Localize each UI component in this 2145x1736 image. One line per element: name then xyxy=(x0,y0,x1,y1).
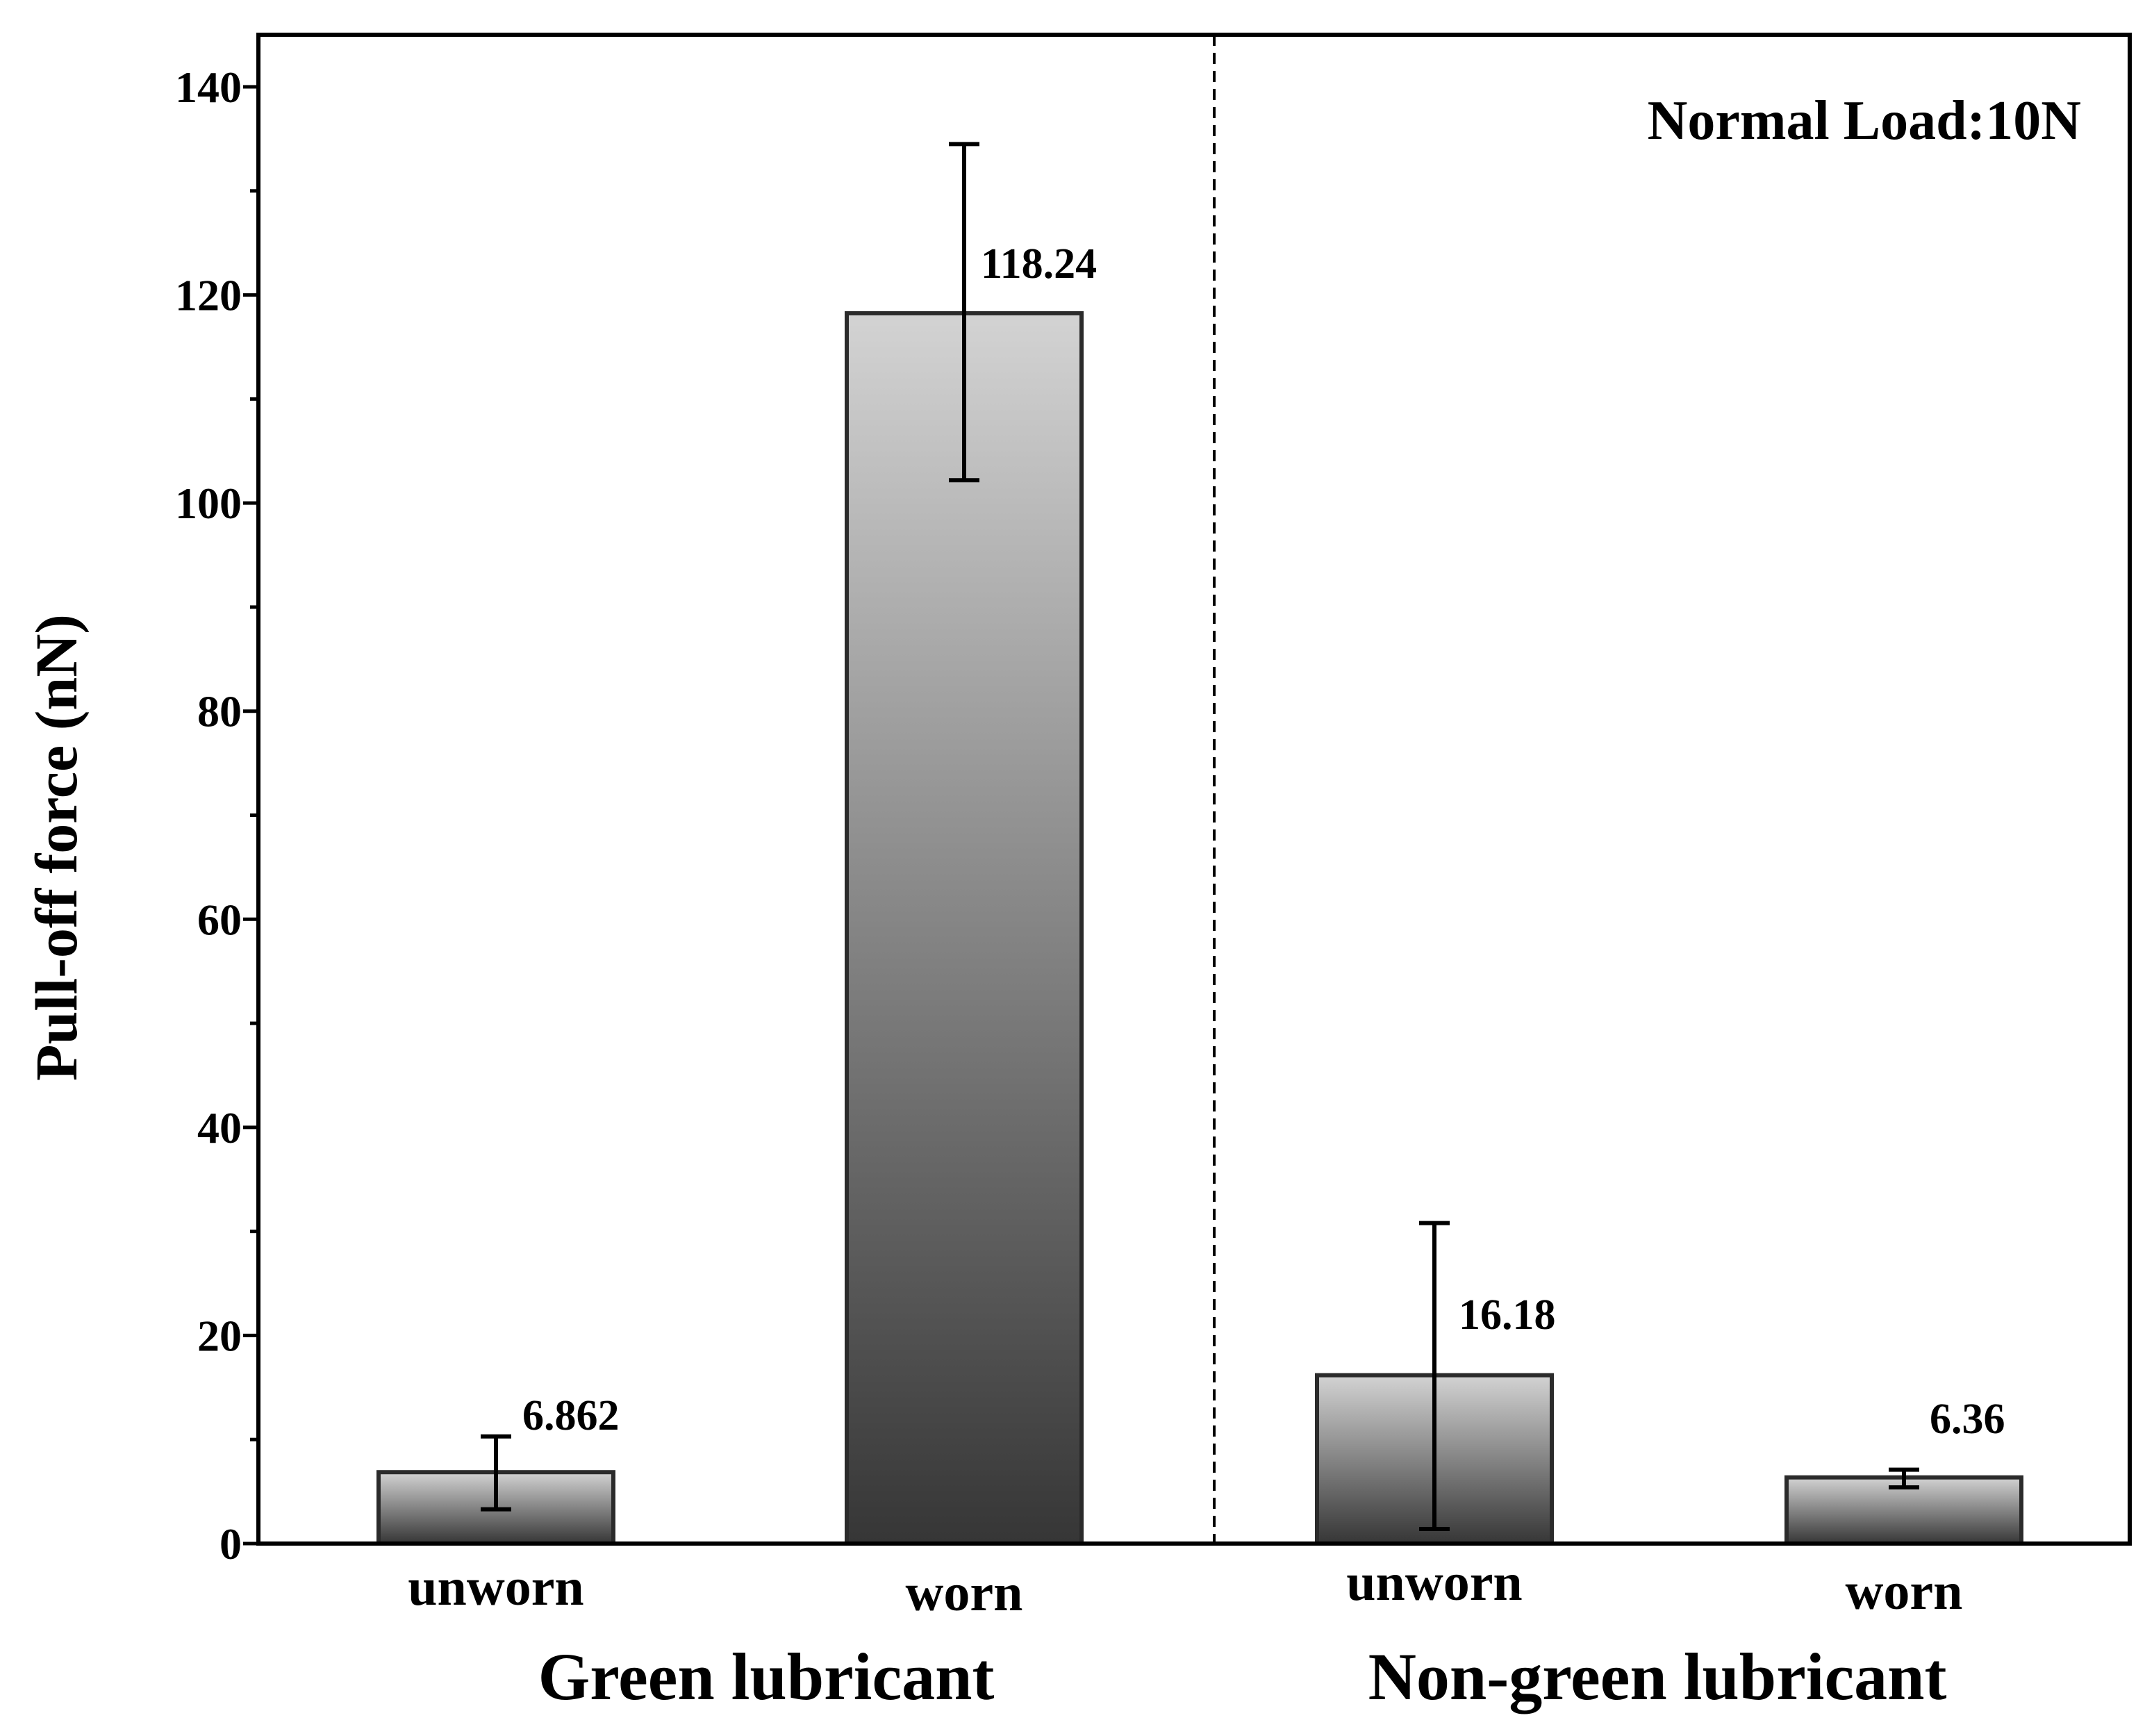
plot-frame xyxy=(256,33,2132,1546)
x-category-label: worn xyxy=(906,1564,1023,1622)
error-bars-layer xyxy=(481,142,1919,1532)
x-category-label: unworn xyxy=(1346,1553,1522,1612)
y-tick-label: 60 xyxy=(197,895,242,944)
y-tick-label: 80 xyxy=(197,687,242,736)
y-tick-label: 20 xyxy=(197,1311,242,1360)
labels-layer: 0 20 40 60 80 100 120 140 unworn worn unworn worn Gr… xyxy=(175,63,2005,1714)
bars-layer xyxy=(376,311,2023,1546)
y-axis-ticks xyxy=(243,85,258,1546)
normal-load-annotation: Normal Load:10N xyxy=(1648,90,2081,151)
error-bar-3 xyxy=(1889,1467,1919,1490)
error-bar-2 xyxy=(1419,1221,1450,1532)
data-value-label: 16.18 xyxy=(1459,1291,1556,1339)
y-tick-label: 120 xyxy=(175,271,242,320)
error-bar-1 xyxy=(949,142,979,483)
x-category-label: unworn xyxy=(408,1558,583,1617)
y-tick-label: 100 xyxy=(175,479,242,528)
bar-worn-1 xyxy=(845,311,1084,1546)
x-group-label: Green lubricant xyxy=(538,1639,995,1714)
error-bar-0 xyxy=(481,1434,511,1512)
x-group-label: Non-green lubricant xyxy=(1368,1639,1947,1714)
data-value-label: 118.24 xyxy=(981,240,1097,288)
x-category-label: worn xyxy=(1846,1562,1963,1621)
data-value-label: 6.862 xyxy=(522,1392,620,1439)
y-axis-title: Pull-off force (nN) xyxy=(23,614,90,1081)
y-tick-label: 0 xyxy=(220,1519,242,1569)
y-tick-label: 140 xyxy=(175,63,242,112)
data-value-label: 6.36 xyxy=(1930,1396,2005,1443)
y-tick-label: 40 xyxy=(197,1103,242,1152)
